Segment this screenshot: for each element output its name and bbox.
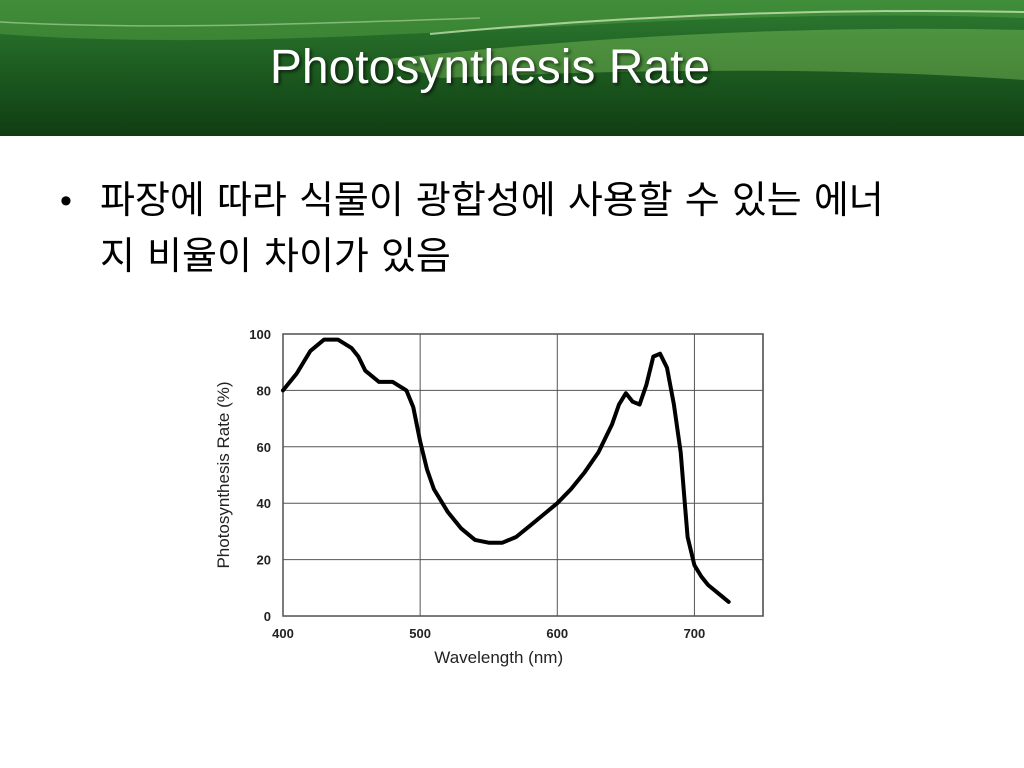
x-tick-label: 700: [684, 626, 706, 641]
photosynthesis-chart: 0 20 40 60 80 100 400 500 600 700 Wavelength (nm)…: [214, 327, 764, 667]
chart-container: 0 20 40 60 80 100 400 500 600 700 Wavelength (nm)…: [195, 318, 795, 683]
x-tick-label: 500: [409, 626, 431, 641]
y-tick-label: 0: [264, 609, 271, 624]
bullet-list: • 파장에 따라 식물이 광합성에 사용할 수 있는 에너지 비율이 차이가 있…: [60, 172, 920, 284]
bullet-dot-icon: •: [60, 182, 72, 220]
slide-header: Photosynthesis Rate: [0, 0, 1024, 136]
y-tick-label: 100: [249, 327, 271, 342]
y-tick-label: 80: [257, 383, 271, 398]
series-line-photosynthesis-rate: [281, 337, 731, 604]
page-title: Photosynthesis Rate: [269, 41, 711, 94]
y-tick-label: 20: [257, 553, 271, 568]
x-tick-label: 600: [546, 626, 568, 641]
y-axis-label: Photosynthesis Rate (%): [214, 381, 233, 568]
header-swoosh-decoration: [0, 0, 1024, 80]
x-tick-label: 400: [272, 626, 294, 641]
x-axis-label: Wavelength (nm): [434, 648, 563, 667]
grid: [282, 333, 764, 617]
y-tick-label: 60: [257, 440, 271, 455]
tick-labels: 0 20 40 60 80 100 400 500 600 700: [249, 327, 705, 641]
bullet-item: • 파장에 따라 식물이 광합성에 사용할 수 있는 에너지 비율이 차이가 있…: [60, 172, 920, 284]
y-tick-label: 40: [257, 496, 271, 511]
plot-border: [282, 333, 764, 617]
bullet-text: 파장에 따라 식물이 광합성에 사용할 수 있는 에너지 비율이 차이가 있음: [100, 178, 884, 278]
